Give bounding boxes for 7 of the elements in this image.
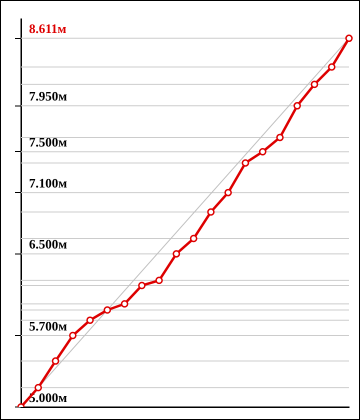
y-tick-label: 6.500м xyxy=(29,236,68,252)
y-tick-label: 7.100м xyxy=(29,175,68,190)
y-tick-label: 7.500м xyxy=(29,134,68,150)
y-tick-label: 5.700м xyxy=(29,318,68,334)
y-tick-label: 5.000м xyxy=(29,390,68,405)
y-tick-label: 7.950м xyxy=(29,88,68,104)
y-tick-label: 8.611м xyxy=(29,21,67,36)
